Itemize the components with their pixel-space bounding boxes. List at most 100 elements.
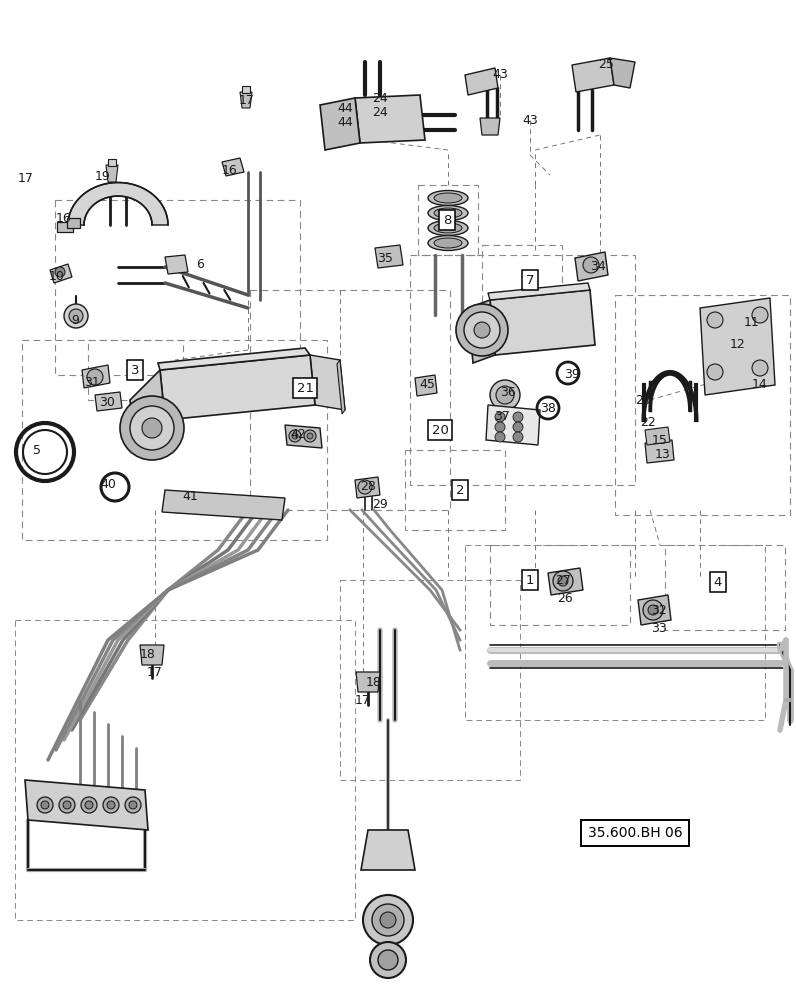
Text: 38: 38 xyxy=(540,401,556,414)
Ellipse shape xyxy=(428,221,468,235)
Bar xyxy=(410,255,635,485)
Circle shape xyxy=(103,797,119,813)
Circle shape xyxy=(120,396,184,460)
Polygon shape xyxy=(465,68,498,95)
Bar xyxy=(55,200,300,375)
Polygon shape xyxy=(82,365,110,388)
Polygon shape xyxy=(50,264,72,283)
Polygon shape xyxy=(575,252,608,281)
Text: 35: 35 xyxy=(377,251,393,264)
Text: 35.600.BH 06: 35.600.BH 06 xyxy=(587,826,682,840)
Polygon shape xyxy=(337,360,345,414)
Polygon shape xyxy=(25,780,148,830)
Circle shape xyxy=(81,797,97,813)
Circle shape xyxy=(107,801,115,809)
Text: 29: 29 xyxy=(372,498,388,512)
Text: 43: 43 xyxy=(522,113,538,126)
Text: 17: 17 xyxy=(18,172,34,184)
Bar xyxy=(665,545,785,630)
Text: 7: 7 xyxy=(525,273,534,286)
Polygon shape xyxy=(700,298,775,395)
Polygon shape xyxy=(95,392,122,411)
Polygon shape xyxy=(468,300,495,363)
Circle shape xyxy=(513,432,523,442)
Polygon shape xyxy=(480,118,500,135)
Text: 36: 36 xyxy=(500,386,516,399)
Ellipse shape xyxy=(428,235,468,250)
Polygon shape xyxy=(488,283,590,300)
Polygon shape xyxy=(572,58,614,92)
Circle shape xyxy=(456,304,508,356)
Circle shape xyxy=(64,304,88,328)
Polygon shape xyxy=(67,218,80,228)
Polygon shape xyxy=(355,477,380,498)
Text: 18: 18 xyxy=(366,676,382,690)
Text: 15: 15 xyxy=(652,434,668,446)
Circle shape xyxy=(289,430,301,442)
Circle shape xyxy=(553,571,573,591)
Circle shape xyxy=(643,600,663,620)
Polygon shape xyxy=(108,159,116,166)
Text: 34: 34 xyxy=(590,260,606,273)
Polygon shape xyxy=(375,245,403,268)
Circle shape xyxy=(495,432,505,442)
Polygon shape xyxy=(645,440,674,463)
Circle shape xyxy=(307,433,313,439)
Circle shape xyxy=(130,406,174,450)
Circle shape xyxy=(363,895,413,945)
Polygon shape xyxy=(638,595,671,625)
Circle shape xyxy=(380,912,396,928)
Polygon shape xyxy=(356,672,380,692)
Bar xyxy=(15,620,355,920)
Text: 2: 2 xyxy=(456,484,464,496)
Circle shape xyxy=(125,797,141,813)
Text: 21: 21 xyxy=(296,381,314,394)
Circle shape xyxy=(37,797,53,813)
Circle shape xyxy=(41,801,49,809)
Text: 33: 33 xyxy=(651,621,667,635)
Polygon shape xyxy=(165,255,188,274)
Circle shape xyxy=(558,576,568,586)
Text: 40: 40 xyxy=(100,479,116,491)
Text: 1: 1 xyxy=(525,574,534,586)
Bar xyxy=(615,295,790,515)
Circle shape xyxy=(372,904,404,936)
Text: 12: 12 xyxy=(730,338,746,352)
Text: 17: 17 xyxy=(355,694,371,706)
Bar xyxy=(340,580,520,780)
Circle shape xyxy=(513,422,523,432)
Polygon shape xyxy=(548,568,583,595)
Ellipse shape xyxy=(428,190,468,206)
Text: 17: 17 xyxy=(239,94,255,106)
Text: 11: 11 xyxy=(744,316,760,328)
Polygon shape xyxy=(320,98,360,150)
Circle shape xyxy=(495,422,505,432)
Text: 16: 16 xyxy=(222,163,238,176)
Circle shape xyxy=(496,386,514,404)
Circle shape xyxy=(464,312,500,348)
Text: 24: 24 xyxy=(372,105,388,118)
Circle shape xyxy=(292,433,298,439)
Text: 19: 19 xyxy=(96,169,111,182)
Text: 3: 3 xyxy=(131,363,139,376)
Text: 17: 17 xyxy=(147,666,163,678)
Circle shape xyxy=(63,801,71,809)
Circle shape xyxy=(707,364,723,380)
Text: 8: 8 xyxy=(443,214,451,227)
Text: 10: 10 xyxy=(49,270,65,284)
Polygon shape xyxy=(610,58,635,88)
Ellipse shape xyxy=(434,223,462,233)
Text: 44: 44 xyxy=(338,116,353,129)
Text: 22: 22 xyxy=(640,416,656,430)
Text: 45: 45 xyxy=(419,378,435,391)
Bar xyxy=(22,340,327,540)
Text: 14: 14 xyxy=(752,378,768,391)
Text: 31: 31 xyxy=(84,376,100,389)
Text: 37: 37 xyxy=(494,410,510,424)
Polygon shape xyxy=(158,348,310,370)
Circle shape xyxy=(378,950,398,970)
Bar xyxy=(482,245,562,310)
Polygon shape xyxy=(310,355,345,410)
Polygon shape xyxy=(140,645,164,665)
Text: 25: 25 xyxy=(598,58,614,72)
